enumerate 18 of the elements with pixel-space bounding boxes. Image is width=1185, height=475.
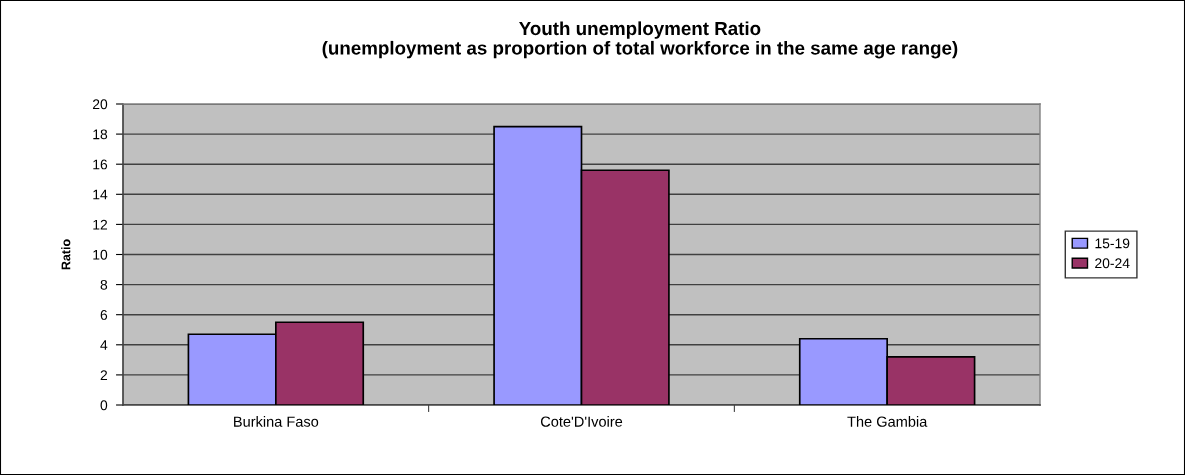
y-tick-label: 4 [100,340,108,350]
y-tick-label: 6 [100,310,108,320]
legend-label: 15-19 [1095,238,1130,249]
legend-label: 20-24 [1095,258,1130,269]
y-tick-label: 20 [92,99,108,110]
y-tick-label: 8 [100,279,108,290]
y-tick-label: 0 [100,400,108,411]
y-tick-label: 2 [100,370,108,380]
chart-title: Youth unemployment Ratio (unemployment as proportion of total workforce in the same age range) [322,21,958,59]
y-tick-label: 18 [93,129,108,140]
y-tick-label: 12 [93,219,108,230]
x-tick-label: Cote'D'Ivoire [540,416,623,427]
y-axis-title: Ratio [61,239,71,270]
x-tick-label: Burkina Faso [234,416,319,427]
y-tick-label: 14 [93,189,108,200]
x-tick-label: The Gambia [847,416,928,427]
y-tick-label: 10 [93,249,108,260]
y-tick-label: 16 [93,159,108,170]
